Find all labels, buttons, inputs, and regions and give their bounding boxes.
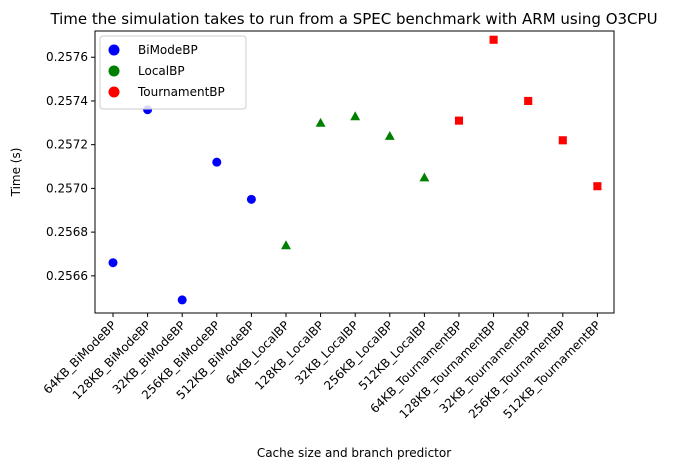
data-point-localbp	[315, 117, 326, 127]
legend-label: BiModeBP	[138, 43, 198, 57]
plot-area	[108, 35, 602, 305]
plot-frame	[94, 30, 615, 314]
data-point-bimodebp	[177, 295, 187, 305]
data-point-tournamentbp	[524, 96, 533, 106]
legend-marker-bimodebp	[108, 44, 120, 56]
data-point-localbp	[419, 172, 430, 182]
data-point-tournamentbp	[558, 136, 567, 145]
data-point-bimodebp	[212, 157, 222, 167]
y-tick-label: 0.2568	[46, 225, 88, 239]
y-tick-label: 0.2574	[46, 94, 88, 108]
legend-marker-localbp	[108, 65, 120, 77]
data-point-tournamentbp	[593, 182, 602, 191]
y-tick-label: 0.2576	[46, 50, 88, 64]
data-point-tournamentbp	[489, 35, 498, 44]
y-tick-label: 0.2566	[46, 269, 88, 283]
legend: BiModeBP LocalBP TournamentBP	[99, 35, 247, 110]
data-point-bimodebp	[108, 258, 118, 268]
data-point-tournamentbp	[454, 116, 464, 125]
data-point-localbp	[384, 130, 395, 140]
data-point-bimodebp	[246, 194, 256, 204]
y-tick-label: 0.2572	[46, 138, 88, 152]
y-axis: 0.2566 0.2568 0.2570 0.2572 0.2574 0.2576	[46, 50, 95, 283]
chart-title: Time the simulation takes to run from a …	[49, 10, 657, 28]
data-point-localbp	[350, 111, 361, 121]
legend-label: TournamentBP	[137, 85, 225, 99]
y-axis-label: Time (s)	[9, 148, 23, 198]
y-tick-label: 0.2570	[46, 181, 88, 195]
data-point-localbp	[281, 240, 291, 250]
x-axis-label: Cache size and branch predictor	[257, 446, 451, 460]
x-axis: 64KB_BiModeBP128KB_BiModeBP32KB_BiModeBP…	[41, 313, 604, 421]
legend-marker-tournamentbp	[108, 86, 120, 98]
legend-label: LocalBP	[138, 64, 185, 78]
legend-box	[99, 35, 247, 110]
